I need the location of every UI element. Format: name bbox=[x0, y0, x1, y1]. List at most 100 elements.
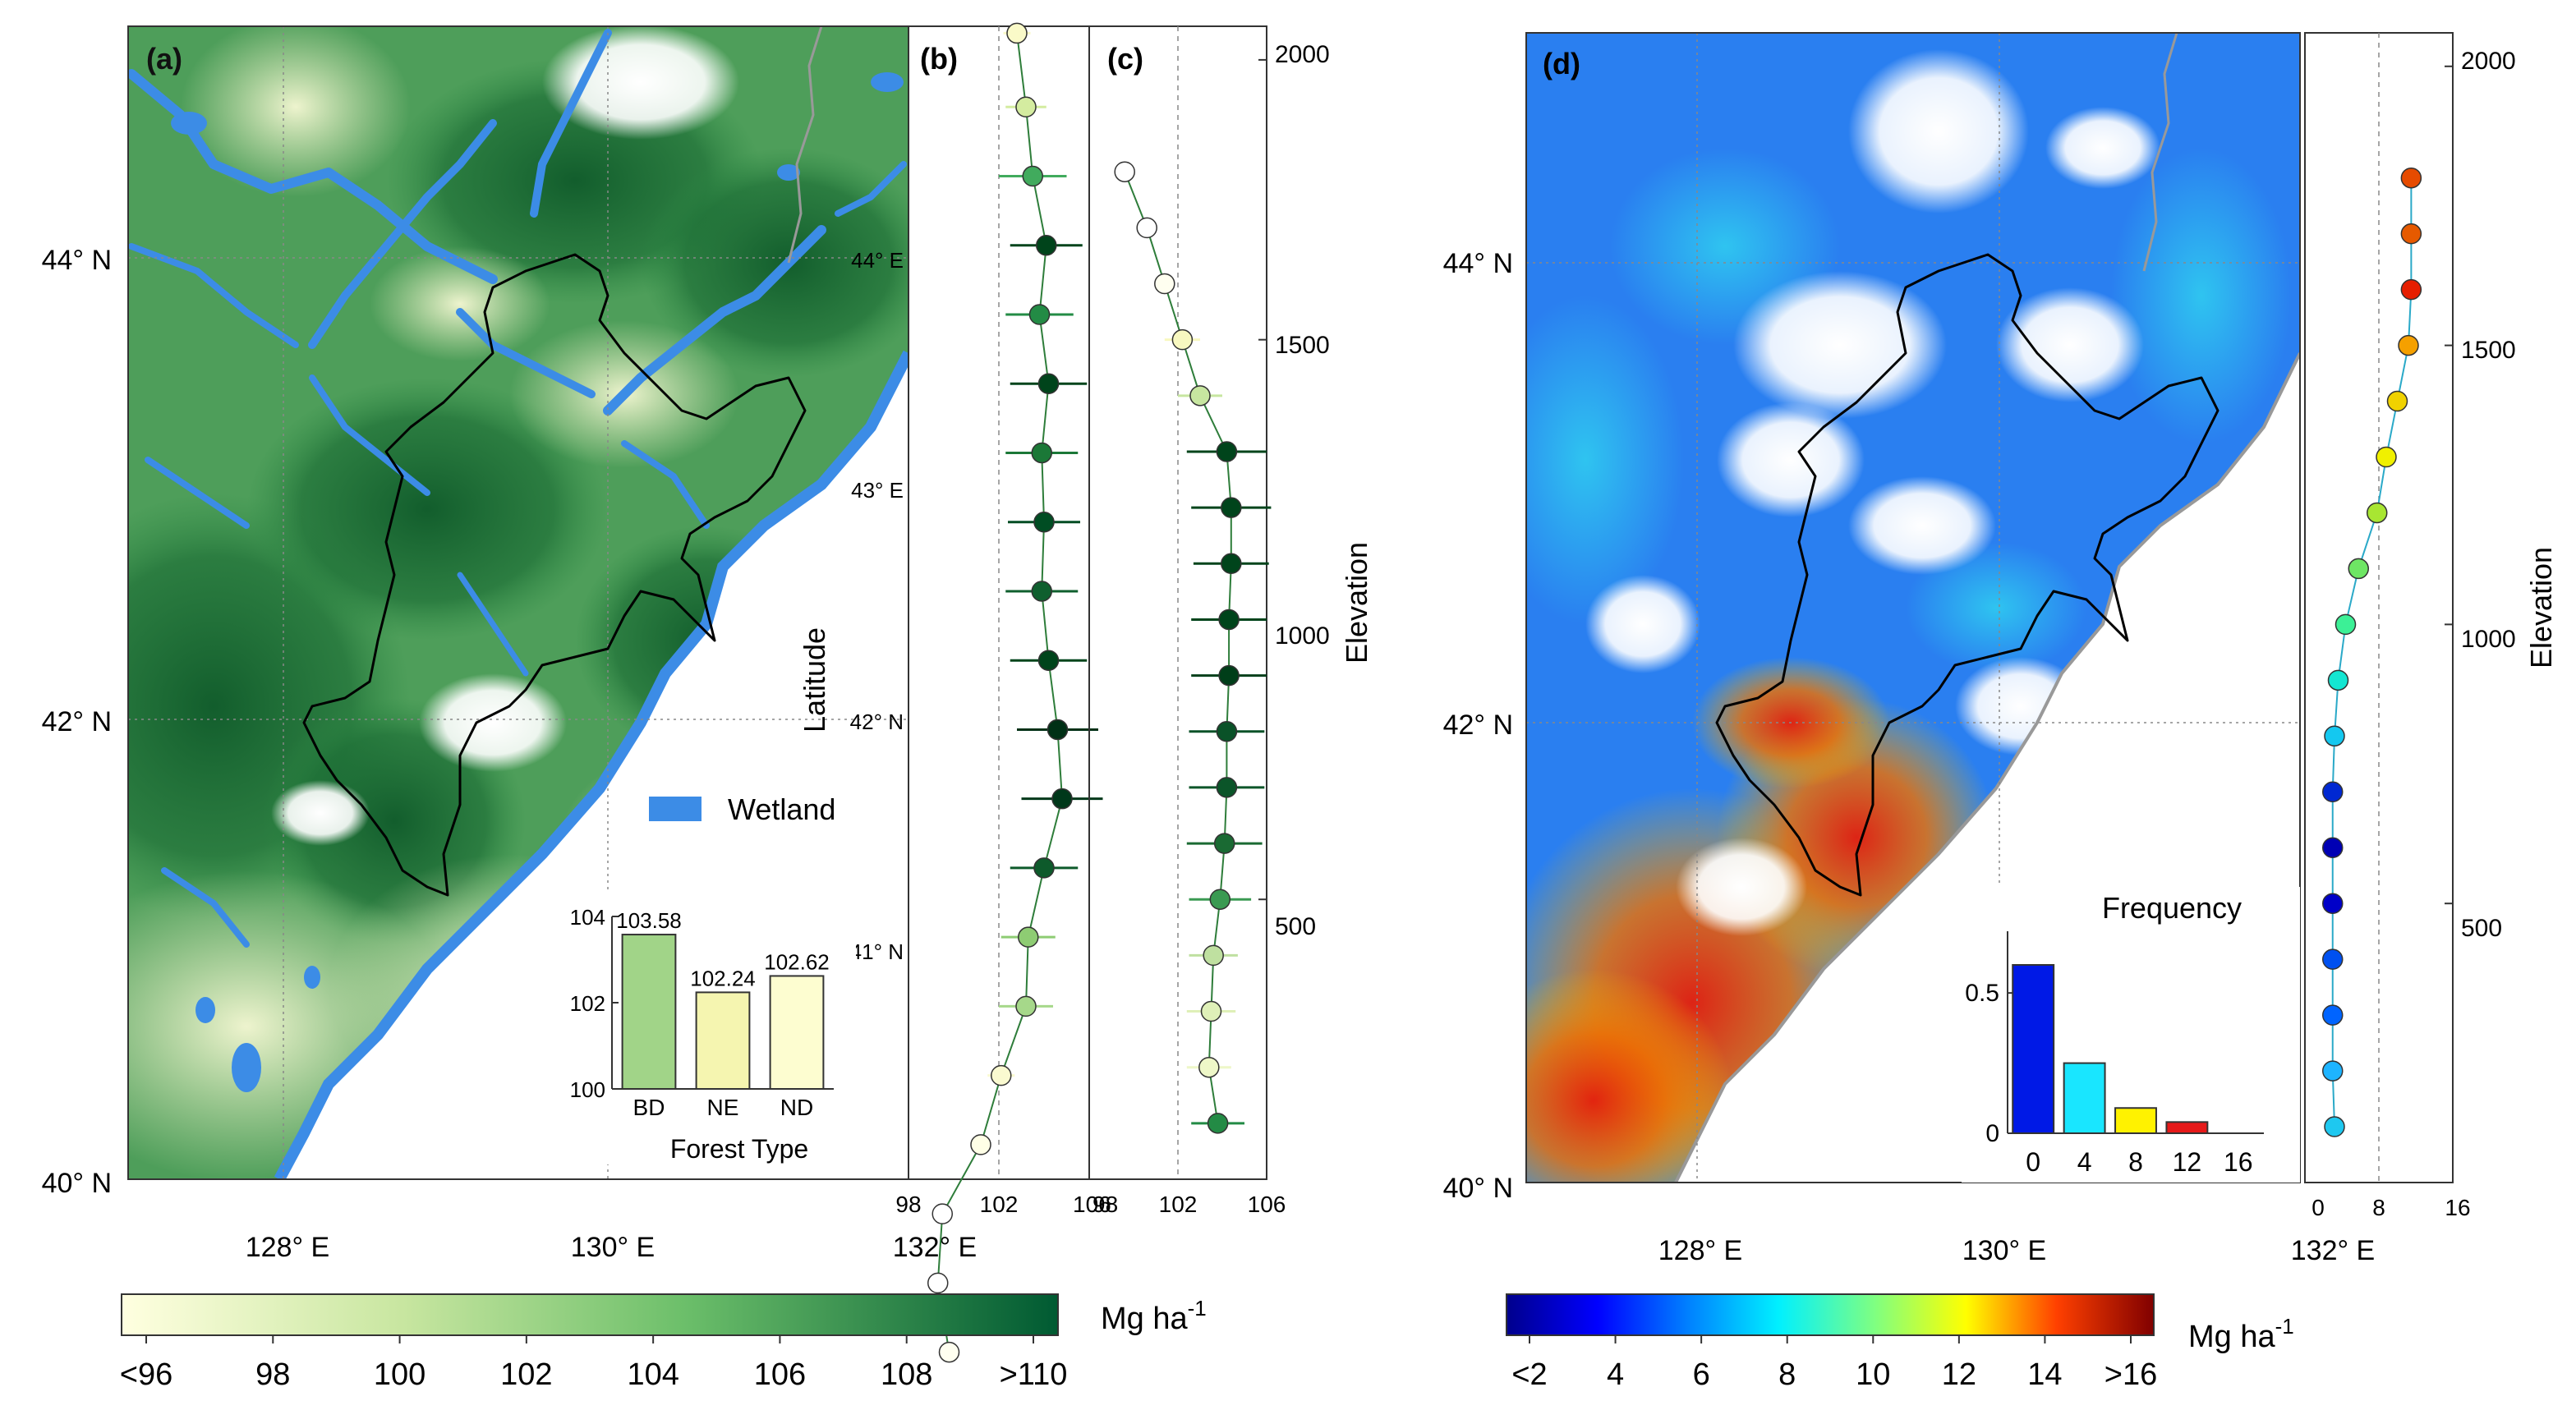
panel-d-profile: 0 8 16 2000 1500 1000 500 Elevation bbox=[2304, 32, 2558, 1220]
panel-b-point bbox=[970, 1134, 991, 1155]
panel-d-profile-point bbox=[2324, 1116, 2345, 1137]
panel-c-point bbox=[1207, 1113, 1229, 1134]
map-boundary-line bbox=[787, 26, 823, 264]
colorbar-a-tick-label: 102 bbox=[500, 1357, 552, 1392]
panel-c-point bbox=[1213, 833, 1235, 854]
colorbar-d-tick-label: 10 bbox=[1856, 1357, 1890, 1392]
panel-c-point bbox=[1200, 1000, 1222, 1022]
panel-c-ylabel: Elevation bbox=[1340, 542, 1373, 664]
panel-d-profile-point bbox=[2367, 502, 2388, 524]
colorbar-a-tick-label: 106 bbox=[754, 1357, 806, 1392]
panel-b-point bbox=[1051, 788, 1073, 810]
panel-b-point bbox=[1046, 719, 1069, 741]
wetland-legend-label: Wetland bbox=[728, 792, 835, 826]
panel-c-tag: (c) bbox=[1107, 42, 1143, 76]
panel-b-xtick-102: 102 bbox=[980, 1192, 1019, 1217]
colorbar-d-tick-label: <2 bbox=[1511, 1357, 1547, 1392]
coastline-d bbox=[1674, 352, 2300, 1183]
panel-a-tag: (a) bbox=[146, 42, 182, 76]
inset-d-xtick-label: 12 bbox=[2173, 1147, 2202, 1177]
d-profile-xtick-8: 8 bbox=[2372, 1195, 2385, 1220]
inner-lat-43: 43° E bbox=[851, 478, 904, 503]
wetland-lakes bbox=[171, 72, 904, 1092]
panel-a-map: (a) 44° N 42° N 40° N 128° E 130° E 132°… bbox=[42, 25, 977, 1263]
inset-d-xtick-label: 8 bbox=[2128, 1147, 2143, 1177]
uncertainty-texture bbox=[1526, 49, 2292, 1183]
colorbar-a: <96 98 100 102 104 106 108 >110 Mg ha-1 bbox=[120, 1293, 1207, 1392]
panel-b-series-line bbox=[936, 33, 1064, 1353]
colorbar-d-tick-label: 12 bbox=[1942, 1357, 1976, 1392]
d-lon-label-132: 132° E bbox=[2291, 1235, 2375, 1266]
panel-c-xtick-102: 102 bbox=[1159, 1192, 1198, 1217]
inset-a-xlabel: Forest Type bbox=[670, 1134, 808, 1164]
inset-d-ytick-label: 0.5 bbox=[1965, 980, 1999, 1007]
colorbar-a-tick-label: <96 bbox=[120, 1357, 172, 1392]
panel-c-point bbox=[1189, 385, 1211, 406]
inset-a-category-label: NE bbox=[707, 1095, 739, 1120]
watershed-outline-d bbox=[1715, 253, 2220, 897]
colorbar-d-tick-label: 8 bbox=[1778, 1357, 1796, 1392]
colorbar-d-bar bbox=[1506, 1293, 2155, 1336]
panel-c-point bbox=[1203, 944, 1224, 967]
panel-d-profile-point bbox=[2400, 167, 2422, 189]
panel-d-profile-point bbox=[2327, 669, 2349, 691]
inset-a-ytick-label: 104 bbox=[570, 905, 605, 930]
inset-d-bar bbox=[2063, 1062, 2106, 1135]
panel-d-profile-point bbox=[2322, 1060, 2344, 1082]
inset-a-value-label: 102.62 bbox=[764, 949, 830, 974]
panel-d-profile-point bbox=[2322, 781, 2344, 803]
lat-label-42: 42° N bbox=[42, 706, 112, 737]
inset-d-ytick-label: 0 bbox=[1985, 1120, 1999, 1147]
panel-b-tag: (b) bbox=[920, 42, 958, 76]
panel-d-tag: (d) bbox=[1543, 47, 1580, 80]
wetland-legend: Wetland bbox=[649, 792, 835, 826]
inner-lat-41: 41° N bbox=[850, 939, 904, 964]
panel-c-point bbox=[1218, 609, 1240, 631]
panel-c-xtick-98: 98 bbox=[1092, 1192, 1118, 1217]
panel-d-profile-point bbox=[2386, 390, 2408, 412]
lon-label-132: 132° E bbox=[893, 1232, 977, 1263]
panel-b-point bbox=[1036, 235, 1057, 256]
panel-d-profile-point bbox=[2324, 725, 2345, 747]
d-lat-label-44: 44° N bbox=[1443, 248, 1513, 279]
colorbar-d-tick-label: >16 bbox=[2104, 1357, 2157, 1392]
colorbar-a-tick-label: 108 bbox=[881, 1357, 932, 1392]
lon-label-130: 130° E bbox=[571, 1232, 655, 1263]
inset-a-bar bbox=[695, 991, 751, 1091]
colorbar-d-tick-label: 6 bbox=[1693, 1357, 1710, 1392]
panel-b-ylabel: Latitude bbox=[798, 627, 831, 733]
panel-b-xtick-98: 98 bbox=[895, 1192, 921, 1217]
panel-b-point bbox=[1028, 304, 1051, 325]
panel-c-point bbox=[1221, 553, 1242, 575]
panel-b-point bbox=[927, 1272, 949, 1294]
d-lon-label-128: 128° E bbox=[1658, 1235, 1742, 1266]
inner-lat-42: 42° N bbox=[850, 710, 904, 734]
panel-c-point bbox=[1114, 161, 1135, 182]
d-profile-xtick-16: 16 bbox=[2445, 1195, 2470, 1220]
d-profile-ytick-1500: 1500 bbox=[2461, 337, 2516, 364]
d-profile-xtick-0: 0 bbox=[2312, 1195, 2325, 1220]
panel-c-point bbox=[1221, 497, 1242, 518]
colorbar-a-tick-label: 100 bbox=[374, 1357, 426, 1392]
inset-a-value-label: 102.24 bbox=[690, 966, 756, 990]
coastline bbox=[274, 350, 908, 1179]
panel-c-point bbox=[1154, 273, 1175, 295]
inset-d-xtick-label: 0 bbox=[2026, 1147, 2040, 1177]
panel-c-ytick-1000: 1000 bbox=[1275, 622, 1330, 650]
inset-d-bar bbox=[2012, 964, 2055, 1134]
panel-b-xtick-106: 106 bbox=[1073, 1192, 1111, 1217]
d-lat-label-40: 40° N bbox=[1443, 1173, 1513, 1204]
panel-d-profile-point bbox=[2400, 223, 2422, 245]
panel-c-point bbox=[1136, 217, 1157, 239]
panel-c-point bbox=[1171, 328, 1194, 351]
panel-d-profile-point bbox=[2348, 558, 2369, 580]
panel-c-ytick-2000: 2000 bbox=[1275, 41, 1330, 68]
panel-b-point bbox=[938, 1341, 960, 1363]
panel-b-point bbox=[1022, 165, 1043, 187]
panel-b-point bbox=[1037, 373, 1060, 394]
inset-a-bar bbox=[769, 975, 825, 1090]
inset-a-category-label: BD bbox=[633, 1095, 665, 1120]
lat-label-40: 40° N bbox=[42, 1168, 112, 1199]
watershed-outline bbox=[302, 253, 807, 897]
inset-a-value-label: 103.58 bbox=[616, 908, 682, 933]
